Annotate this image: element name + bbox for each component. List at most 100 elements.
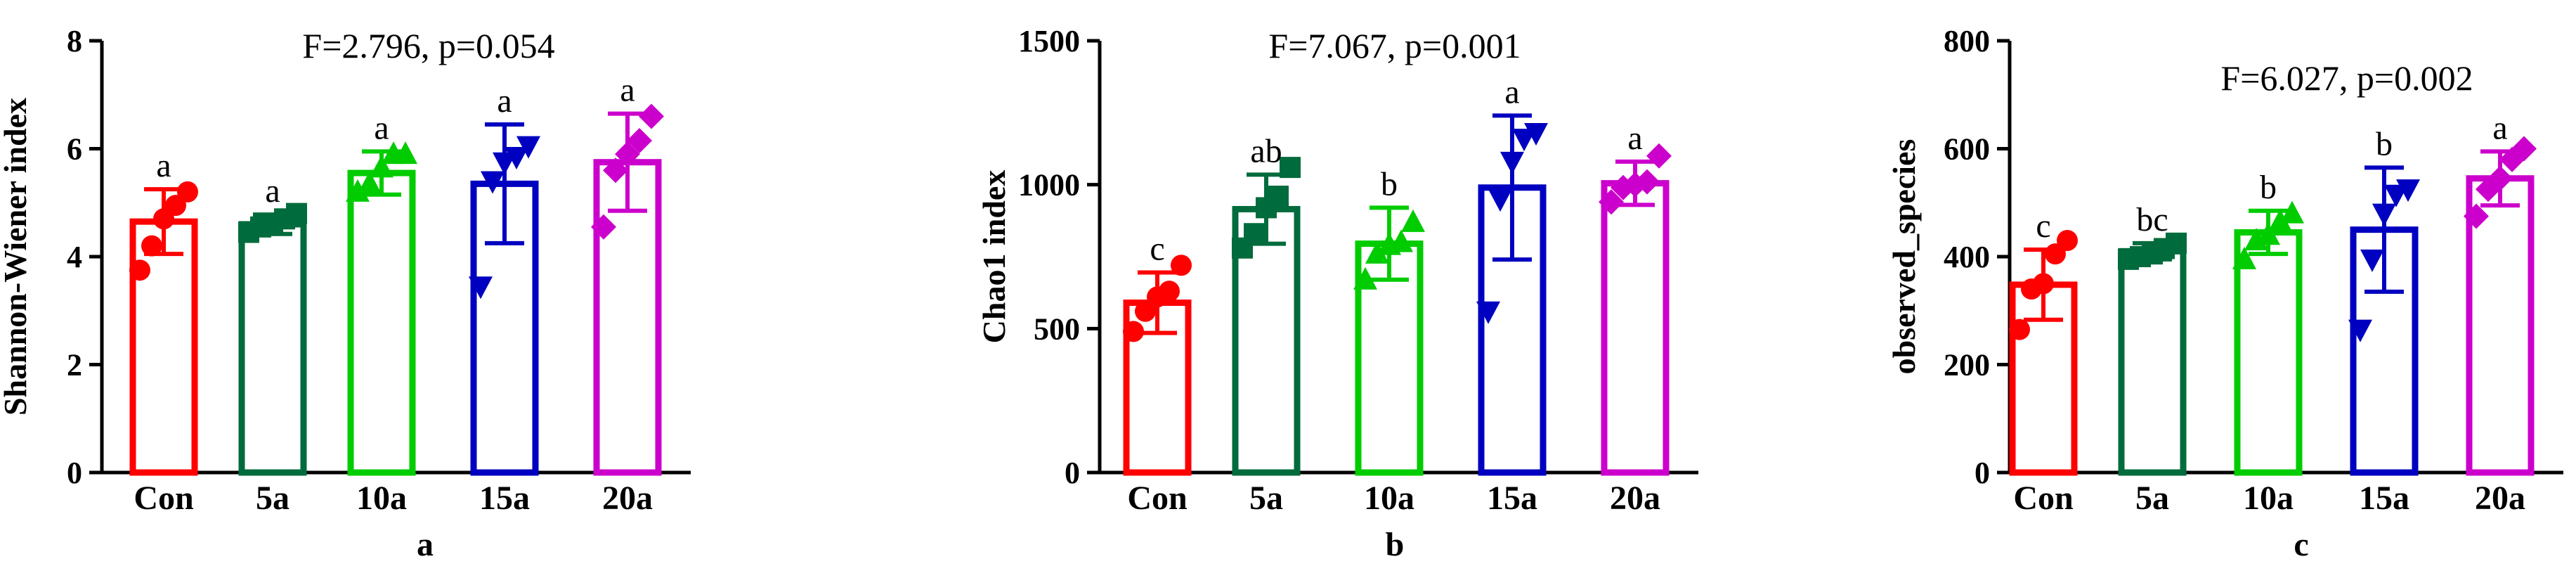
bar [238, 221, 307, 476]
data-point [627, 127, 652, 153]
data-point [2256, 222, 2280, 245]
data-point [1353, 266, 1377, 290]
x-tick-label: 20a [1610, 480, 1660, 517]
significance-letter: a [374, 109, 389, 146]
y-axis-label: observed_species [1886, 139, 1922, 375]
data-point [1488, 189, 1512, 212]
y-tick-label: 0 [1065, 456, 1080, 490]
significance-letter: c [2036, 207, 2050, 245]
x-tick-label: 20a [602, 480, 653, 517]
y-tick-label: 500 [1034, 312, 1080, 346]
y-axis-label: Shannon-Wiener index [0, 98, 33, 416]
data-point [2372, 203, 2396, 226]
bar [129, 218, 198, 476]
x-tick-label: 20a [2475, 480, 2525, 517]
data-point [1244, 223, 1265, 245]
data-point [2033, 273, 2054, 295]
data-point [615, 141, 640, 167]
x-tick-label: 5a [256, 480, 290, 517]
data-point [370, 155, 393, 178]
data-point [1476, 301, 1500, 324]
data-point [1123, 321, 1144, 342]
data-point [177, 181, 198, 203]
x-tick-label: Con [2013, 480, 2073, 517]
data-point [1389, 229, 1413, 252]
significance-letter: a [497, 82, 512, 120]
x-tick-label: Con [1127, 480, 1187, 517]
y-tick-label: 6 [67, 132, 82, 167]
data-point [481, 171, 505, 194]
data-point [1280, 157, 1301, 179]
x-tick-label: 15a [1487, 480, 1537, 517]
data-point [2232, 246, 2256, 269]
x-tick-label: 5a [1249, 480, 1283, 517]
data-point [1599, 189, 1624, 215]
y-tick-label: 800 [1944, 24, 1990, 58]
data-point [505, 147, 528, 170]
data-point [1171, 255, 1192, 276]
x-tick-label: 15a [479, 480, 530, 517]
data-point [358, 171, 382, 194]
significance-letter: a [1627, 120, 1642, 157]
significance-letter: ab [1250, 132, 1282, 169]
data-point [1135, 300, 1156, 322]
data-point [603, 158, 628, 184]
data-point [1268, 186, 1289, 207]
significance-letter: a [2492, 109, 2507, 146]
data-point [516, 136, 540, 159]
data-point [2280, 200, 2304, 224]
y-tick-label: 2 [67, 348, 82, 383]
data-point [2045, 243, 2066, 265]
y-tick-label: 0 [67, 456, 82, 490]
data-point [286, 203, 307, 224]
data-point [153, 208, 174, 230]
data-point [591, 214, 616, 240]
data-point [639, 103, 664, 129]
stat-annotation: F=2.796, p=0.054 [302, 26, 554, 65]
data-point [1159, 281, 1180, 302]
significance-letter: b [2376, 125, 2393, 162]
stat-annotation: F=7.067, p=0.001 [1268, 26, 1521, 65]
data-point [2009, 319, 2030, 340]
y-tick-label: 0 [1975, 456, 1990, 490]
bar [347, 169, 416, 476]
data-point [1365, 240, 1389, 264]
significance-letter: a [620, 72, 635, 109]
stat-annotation: F=6.027, p=0.002 [2220, 58, 2473, 98]
bar [593, 159, 662, 476]
y-tick-label: 4 [67, 240, 82, 274]
data-point [2487, 165, 2513, 191]
y-tick-label: 400 [1944, 240, 1990, 274]
data-point [141, 235, 162, 257]
significance-letter: a [156, 147, 171, 184]
x-tick-label: 10a [1364, 480, 1414, 517]
data-point [2348, 319, 2372, 342]
data-point [2166, 232, 2187, 254]
data-point [469, 276, 493, 300]
data-point [129, 259, 150, 281]
significance-letter: a [265, 172, 280, 210]
data-point [1524, 122, 1548, 146]
data-point [346, 179, 370, 202]
y-tick-label: 200 [1944, 348, 1990, 383]
significance-letter: bc [2136, 201, 2168, 238]
data-point [393, 141, 417, 165]
data-point [1500, 151, 1524, 174]
bar [2118, 248, 2187, 476]
x-tick-label: 10a [2243, 480, 2294, 517]
data-point [2396, 179, 2420, 203]
data-point [165, 195, 186, 217]
data-point [2268, 209, 2292, 232]
panel-label: c [2294, 526, 2308, 563]
data-point [1512, 129, 1536, 152]
y-tick-label: 1000 [1018, 168, 1080, 203]
data-point [2511, 136, 2537, 162]
data-point [2057, 229, 2078, 251]
data-point [1646, 143, 1672, 169]
significance-letter: b [2260, 169, 2277, 206]
bar [1601, 180, 1670, 476]
data-point [2464, 203, 2489, 229]
y-tick-label: 600 [1944, 132, 1990, 167]
significance-letter: c [1150, 231, 1164, 268]
